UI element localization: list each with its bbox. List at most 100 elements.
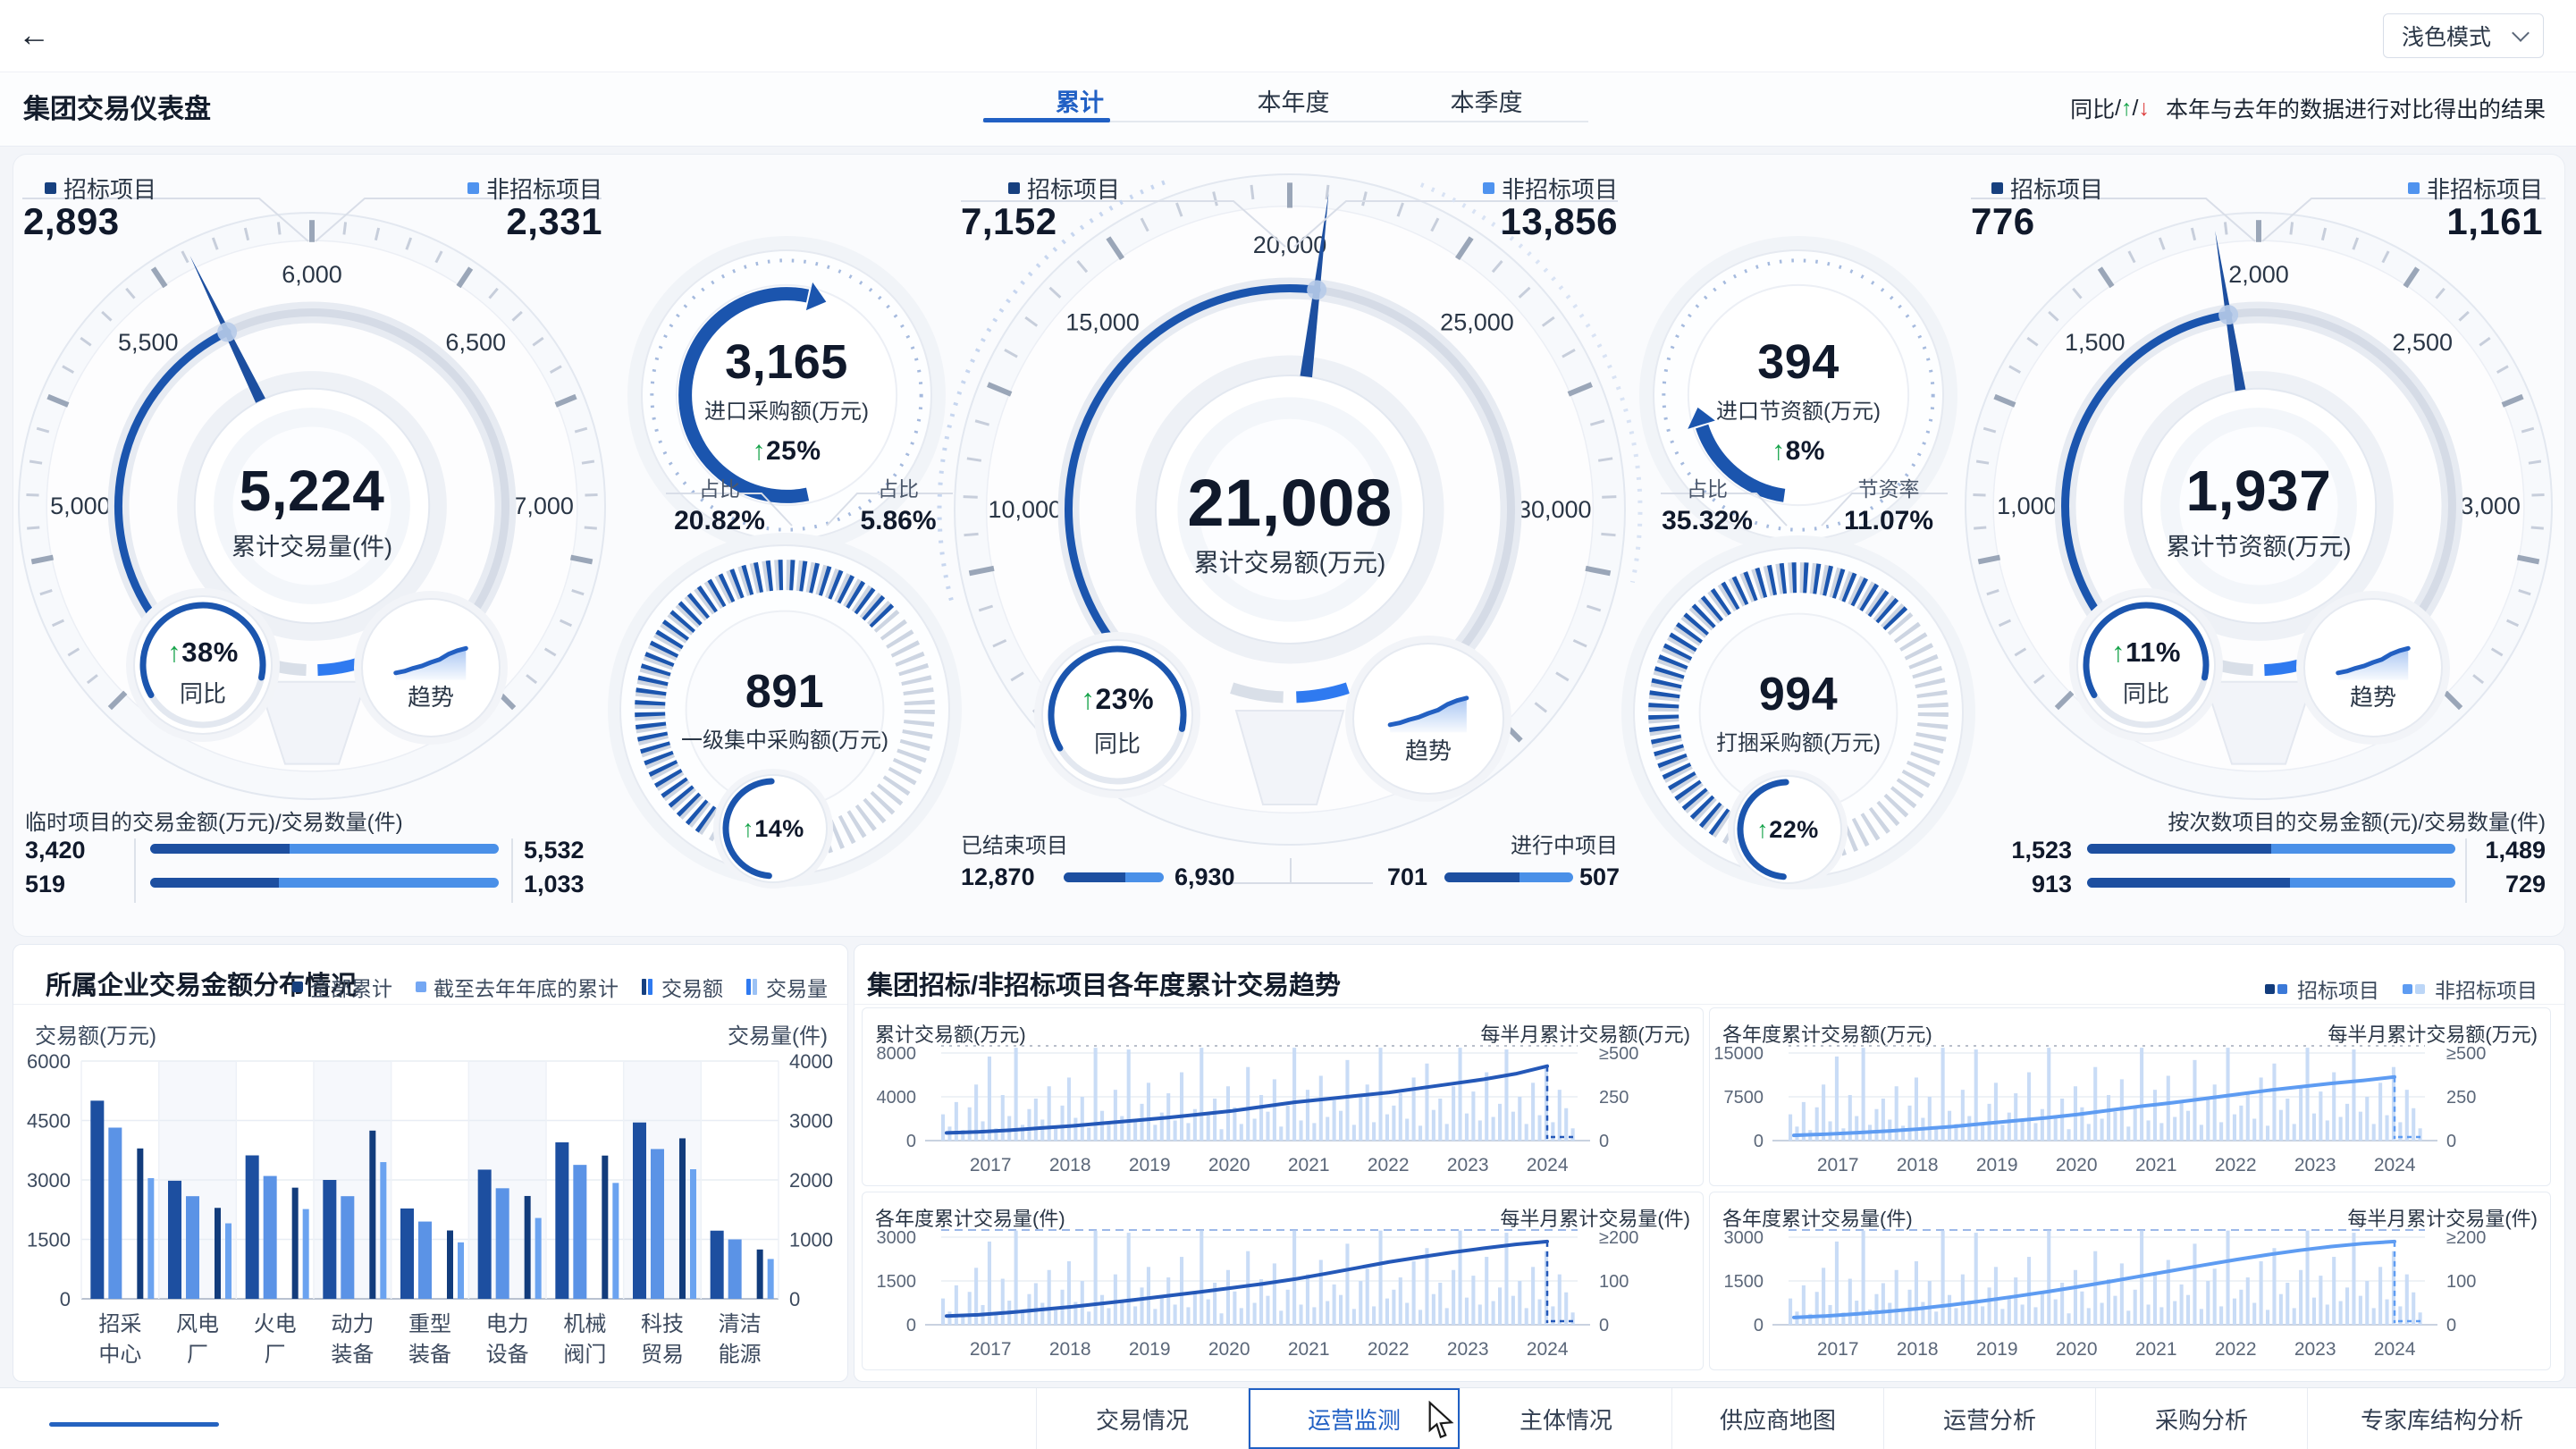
svg-text:≥500: ≥500	[1599, 1044, 1638, 1064]
tab-cumulative[interactable]: 累计	[1056, 89, 1104, 116]
tab-operation-monitor[interactable]: 运营监测	[1248, 1388, 1460, 1449]
tab-current-year[interactable]: 本年度	[1257, 89, 1330, 116]
f2-right-label: 进行中项目	[1511, 834, 1618, 858]
panel-title: 集团招标/非招标项目各年度累计交易趋势	[867, 972, 1342, 1000]
trend-panel: 集团招标/非招标项目各年度累计交易趋势 招标项目 非招标项目 累计交易额(万元)…	[854, 944, 2565, 1382]
svg-text:招采: 招采	[98, 1312, 141, 1336]
scroll-indicator[interactable]	[49, 1422, 219, 1427]
g2-nonbid-value: 13,856	[1500, 200, 1618, 242]
svg-text:2017: 2017	[970, 1155, 1012, 1175]
f1-r2-right: 1,033	[524, 871, 585, 897]
svg-text:2023: 2023	[1447, 1339, 1489, 1360]
c2-label: 一级集中采购额(万元)	[681, 729, 888, 753]
g3-value: 1,937	[2185, 459, 2332, 523]
svg-text:6,000: 6,000	[282, 261, 342, 288]
g3-yoy: ↑11%	[2111, 636, 2181, 668]
svg-text:装备: 装备	[408, 1343, 451, 1367]
g3-label: 累计节资额(万元)	[2166, 534, 2352, 560]
svg-text:1000: 1000	[789, 1229, 833, 1251]
tab-operation-analysis[interactable]: 运营分析	[1883, 1388, 2095, 1449]
svg-text:2020: 2020	[1208, 1155, 1250, 1175]
svg-text:15000: 15000	[1713, 1044, 1764, 1064]
f1-r2-bar	[150, 878, 499, 888]
g2-bid-value: 7,152	[961, 200, 1057, 242]
svg-text:100: 100	[1599, 1272, 1629, 1292]
f2-left-label: 已结束项目	[961, 834, 1068, 858]
mini-right-title: 每半月累计交易量(件)	[1500, 1208, 1690, 1230]
yoy-note: 同比 / ↑ / ↓ 本年与去年的数据进行对比得出的结果	[2070, 95, 2546, 123]
g1-bid-value: 2,893	[23, 200, 120, 242]
svg-text:能源: 能源	[719, 1343, 762, 1367]
svg-text:4000: 4000	[877, 1088, 917, 1108]
svg-text:火电: 火电	[254, 1312, 297, 1336]
g2-value: 21,008	[1187, 466, 1393, 540]
c4-label: 打捆采购额(万元)	[1716, 731, 1881, 755]
back-icon[interactable]: ←	[18, 16, 50, 53]
svg-text:0: 0	[906, 1132, 916, 1151]
g2-label: 累计交易额(万元)	[1193, 549, 1386, 577]
bottom-tabs: 交易情况 运营监测 主体情况 供应商地图 运营分析 采购分析 专家库结构分析	[1036, 1388, 2576, 1449]
mini-chart-card: 累计交易额(万元) 每半月累计交易额(万元) 0 4000 8000 0 250 ≥500…	[862, 1007, 1704, 1186]
tab-entity-status[interactable]: 主体情况	[1460, 1388, 1671, 1449]
svg-text:2024: 2024	[2374, 1339, 2416, 1360]
svg-text:中心: 中心	[98, 1343, 141, 1367]
svg-text:≥200: ≥200	[2446, 1228, 2486, 1248]
g2-yoy-label: 同比	[1093, 730, 1141, 757]
svg-text:0: 0	[1599, 1132, 1609, 1151]
f3-r1-bar	[2087, 844, 2455, 854]
svg-text:2024: 2024	[1527, 1339, 1569, 1360]
svg-text:2023: 2023	[2294, 1155, 2336, 1175]
svg-text:30,000: 30,000	[1518, 496, 1592, 523]
svg-text:动力: 动力	[331, 1312, 374, 1336]
divider	[854, 1004, 2564, 1005]
y-left-title: 交易额(万元)	[35, 1024, 156, 1049]
c1-sub-left-value: 20.82%	[674, 506, 765, 535]
tab-current-quarter[interactable]: 本季度	[1450, 89, 1523, 116]
f1-r1-left: 3,420	[25, 837, 86, 864]
c1-sub-right-value: 5.86%	[860, 506, 937, 535]
tab-trade-status[interactable]: 交易情况	[1036, 1388, 1248, 1449]
svg-text:2017: 2017	[970, 1339, 1012, 1360]
svg-text:2019: 2019	[1976, 1155, 2018, 1175]
svg-text:2024: 2024	[2374, 1155, 2416, 1175]
g1-legend-bid: 招标项目	[45, 172, 156, 205]
f3-r1-left: 1,523	[2011, 837, 2072, 864]
mini-right-title: 每半月累计交易额(万元)	[1480, 1024, 1690, 1046]
theme-select[interactable]: 浅色模式	[2383, 13, 2544, 58]
tab-expert-structure[interactable]: 专家库结构分析	[2307, 1388, 2576, 1449]
c3-sub-right: 节资率	[1857, 477, 1920, 501]
svg-text:2021: 2021	[2135, 1339, 2177, 1360]
svg-text:2018: 2018	[1897, 1155, 1939, 1175]
c1-label: 进口采购额(万元)	[704, 400, 869, 424]
tab-supplier-map[interactable]: 供应商地图	[1671, 1388, 1883, 1449]
g3-yoy-label: 同比	[2122, 680, 2169, 707]
svg-text:1,500: 1,500	[2065, 329, 2126, 356]
f3-r2-bar	[2087, 878, 2455, 888]
g2-trend-label: 趋势	[1404, 737, 1452, 764]
svg-text:2021: 2021	[1288, 1339, 1330, 1360]
svg-text:2018: 2018	[1049, 1155, 1091, 1175]
legend-square-icon	[1991, 182, 2003, 194]
svg-text:2024: 2024	[1527, 1155, 1569, 1175]
top-bar: ← 浅色模式	[0, 0, 2576, 72]
svg-text:0: 0	[2446, 1132, 2456, 1151]
f1-r2-left: 519	[25, 871, 66, 897]
svg-text:2018: 2018	[1049, 1339, 1091, 1360]
c1-sub-right: 占比	[878, 477, 919, 501]
svg-text:15,000: 15,000	[1065, 309, 1140, 336]
svg-text:2019: 2019	[1129, 1155, 1171, 1175]
svg-text:2022: 2022	[2215, 1155, 2257, 1175]
c4-badge: ↑22%	[1756, 816, 1819, 843]
svg-text:2000: 2000	[789, 1169, 833, 1192]
f2-v4: 507	[1578, 864, 1620, 890]
g3-legend-nonbid: 非招标项目	[2325, 172, 2543, 205]
mini-chart: 0 7500 15000 0 250 ≥500 2017 2018 2019 2020 2021 20…	[1713, 1044, 2486, 1175]
svg-text:阀门: 阀门	[563, 1343, 606, 1367]
c2-value: 891	[745, 666, 825, 718]
legend-square-icon	[1482, 182, 1494, 194]
company-distribution-panel: 所属企业交易金额分布情况 全部累计 截至去年年底的累计 交易额 交易量 交易额(…	[13, 944, 848, 1382]
tab-procurement-analysis[interactable]: 采购分析	[2095, 1388, 2307, 1449]
mini-chart-card: 各年度累计交易量(件) 每半月累计交易量(件) 0 1500 3000 0 100 ≥20…	[862, 1192, 1704, 1370]
